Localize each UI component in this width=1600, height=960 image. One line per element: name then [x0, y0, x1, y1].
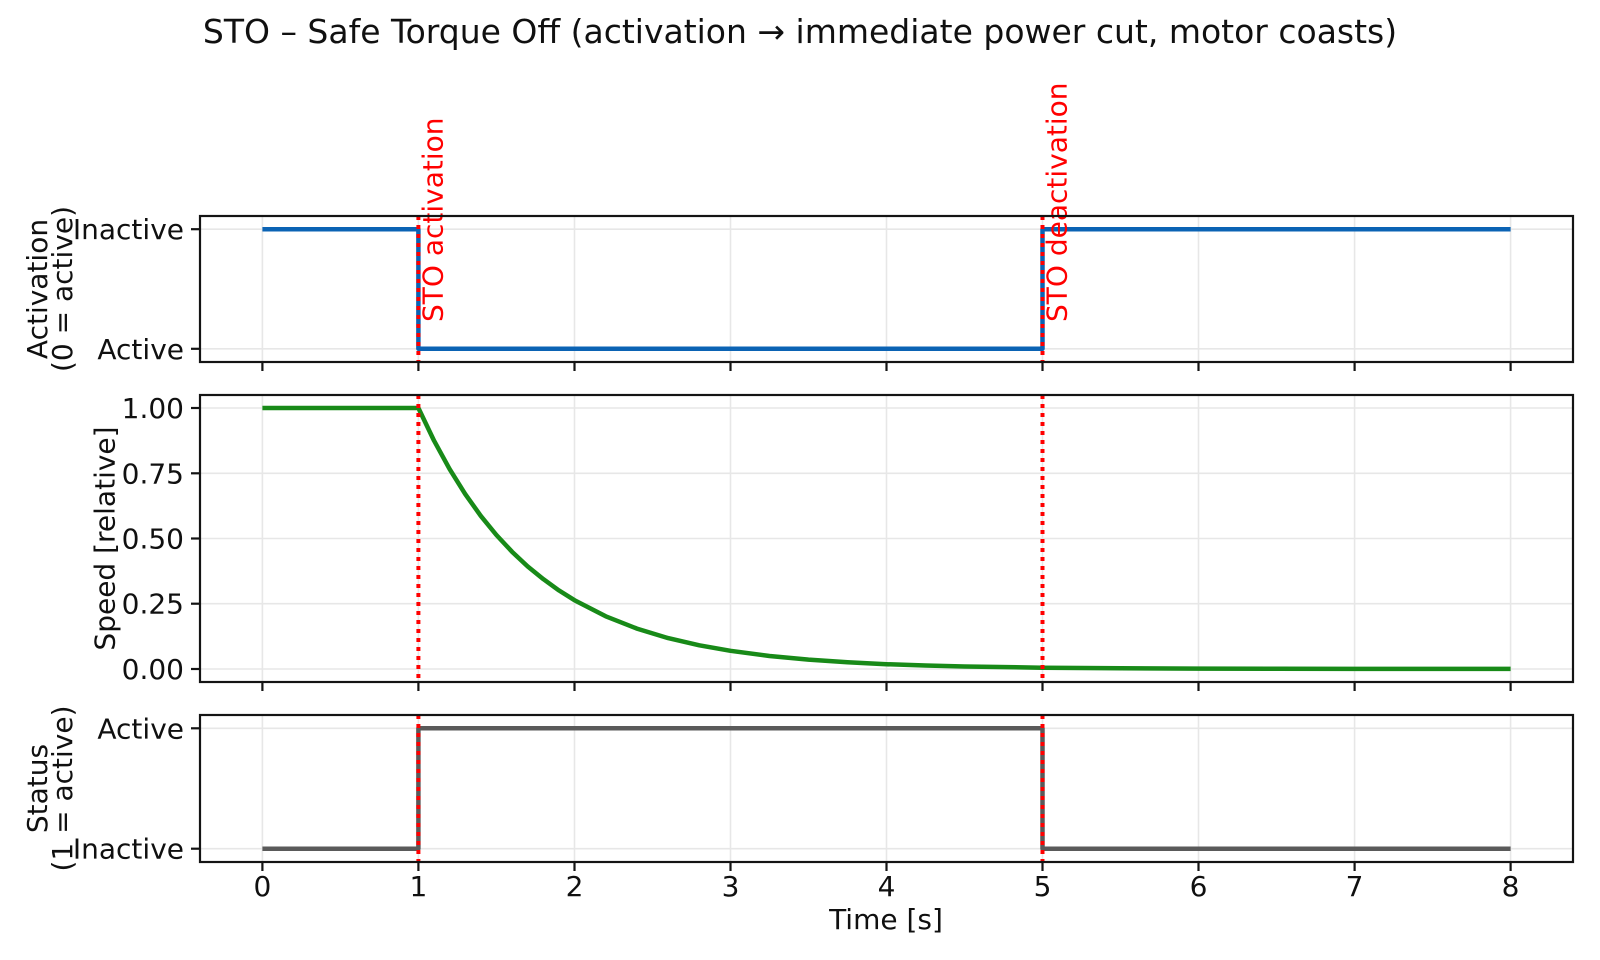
series-motor-speed-coast [262, 405, 1511, 672]
y-axis-label: Speed [relative] [89, 426, 122, 650]
y-axis-label: Activation [21, 219, 54, 359]
series-sto-status-output [262, 726, 1511, 851]
x-tick-label: 1 [409, 870, 427, 903]
y-tick-label: 0.25 [122, 588, 184, 621]
x-tick-label: 7 [1346, 870, 1364, 903]
x-tick-label: 6 [1190, 870, 1208, 903]
series-sto-activation-input [262, 226, 1511, 352]
y-tick-label: 0.00 [122, 653, 184, 686]
subplot-activation: STO activation STO deactivation Inactive Ac… [21, 83, 1575, 372]
y-tick-label: Active [97, 712, 184, 745]
x-tick-label: 3 [722, 870, 740, 903]
x-tick-label: 4 [878, 870, 896, 903]
event-label: STO deactivation [1041, 83, 1074, 323]
x-tick-label: 2 [566, 870, 584, 903]
y-axis-label: (0 = active) [46, 206, 79, 372]
x-tick-label: 8 [1502, 870, 1520, 903]
y-tick-label: 1.00 [122, 392, 184, 425]
y-tick-label: Inactive [73, 833, 184, 866]
y-tick-label: 0.50 [122, 523, 184, 556]
y-axis-label: (1 = active) [46, 705, 79, 871]
y-tick-label: Inactive [73, 213, 184, 246]
y-tick-label: Active [97, 333, 184, 366]
y-tick-label: 0.75 [122, 457, 184, 490]
y-axis-label: Status [21, 744, 54, 833]
x-axis-label: Time [s] [828, 903, 943, 936]
x-tick-label: 0 [253, 870, 271, 903]
x-tick-label: 5 [1034, 870, 1052, 903]
chart-title: STO – Safe Torque Off (activation → imme… [202, 12, 1398, 51]
event-label: STO activation [416, 118, 449, 323]
subplot-status: Active Inactive 0 1 2 3 4 5 6 7 8 Status(1 = active… [21, 705, 1575, 903]
